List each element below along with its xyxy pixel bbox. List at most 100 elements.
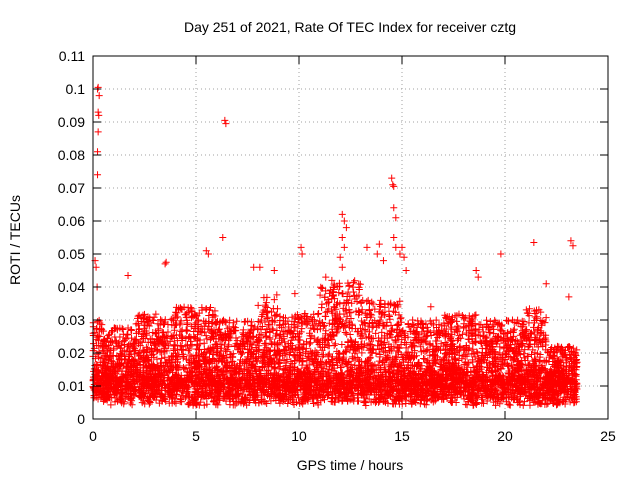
data-point [118,348,126,356]
data-point [130,377,138,385]
data-point [186,333,194,341]
data-point [126,347,134,355]
data-point [132,320,140,328]
data-point [132,335,140,343]
data-point [165,342,173,350]
data-point [148,360,156,368]
data-point [147,386,155,394]
data-point [173,313,181,321]
data-point [158,328,166,336]
data-point [102,343,110,351]
data-point [141,374,149,382]
data-point [116,344,124,352]
data-point [144,392,152,400]
data-point [126,372,134,380]
data-point [155,377,163,385]
data-point [102,359,110,367]
data-point [93,333,101,341]
data-point [351,277,359,285]
data-point [164,382,172,390]
data-point [108,357,116,365]
data-point [95,353,103,361]
data-point [126,348,134,356]
data-point [130,387,138,395]
data-point [132,365,140,373]
data-point [366,310,374,318]
data-point [233,317,241,325]
data-point [144,338,152,346]
data-point [152,310,160,318]
data-point [159,363,167,371]
data-point [140,353,148,361]
data-point [142,327,150,335]
data-point [128,326,136,334]
data-point [109,327,117,335]
data-point [353,328,361,336]
data-point [155,336,163,344]
data-point [118,392,126,400]
data-point [362,310,370,318]
data-point [160,320,168,328]
data-point [90,394,98,402]
data-point [207,326,215,334]
data-point [134,314,142,322]
data-point [463,401,471,409]
grid-lines [93,56,608,419]
data-point [317,283,325,291]
data-point [123,364,131,372]
data-point [137,386,145,394]
data-point [153,362,161,370]
data-point [148,391,156,399]
data-point [156,335,164,343]
data-point [123,363,131,371]
data-point [362,398,370,406]
data-point [178,326,186,334]
data-point [162,358,170,366]
data-point [167,333,175,341]
data-point [165,376,173,384]
data-point [172,399,180,407]
data-point [136,348,144,356]
data-point [140,346,148,354]
data-point [128,401,136,409]
data-point [139,311,147,319]
data-point [104,393,112,401]
data-point [153,355,161,363]
data-point [93,324,101,332]
data-point [157,369,165,377]
data-point [141,400,149,408]
data-point [140,373,148,381]
data-point [112,377,120,385]
data-point [135,391,143,399]
data-point [106,330,114,338]
data-point [170,341,178,349]
data-point [117,396,125,404]
data-point [184,347,192,355]
data-point [126,356,134,364]
data-point [111,333,119,341]
data-points [89,83,581,410]
data-point [202,305,210,313]
data-point [263,293,271,301]
data-point [119,338,127,346]
data-point [94,318,102,326]
data-point [331,340,339,348]
data-point [343,330,351,338]
data-point [258,316,266,324]
data-point [94,362,102,370]
data-point [262,339,270,347]
data-point [94,372,102,380]
data-point [109,362,117,370]
data-point [99,391,107,399]
data-point [183,327,191,335]
data-point [93,388,101,396]
data-point [158,385,166,393]
data-point [167,315,175,323]
data-point [135,325,143,333]
data-point [136,360,144,368]
data-point [153,392,161,400]
data-point [200,339,208,347]
data-point [132,347,140,355]
data-point [116,361,124,369]
data-point [113,378,121,386]
